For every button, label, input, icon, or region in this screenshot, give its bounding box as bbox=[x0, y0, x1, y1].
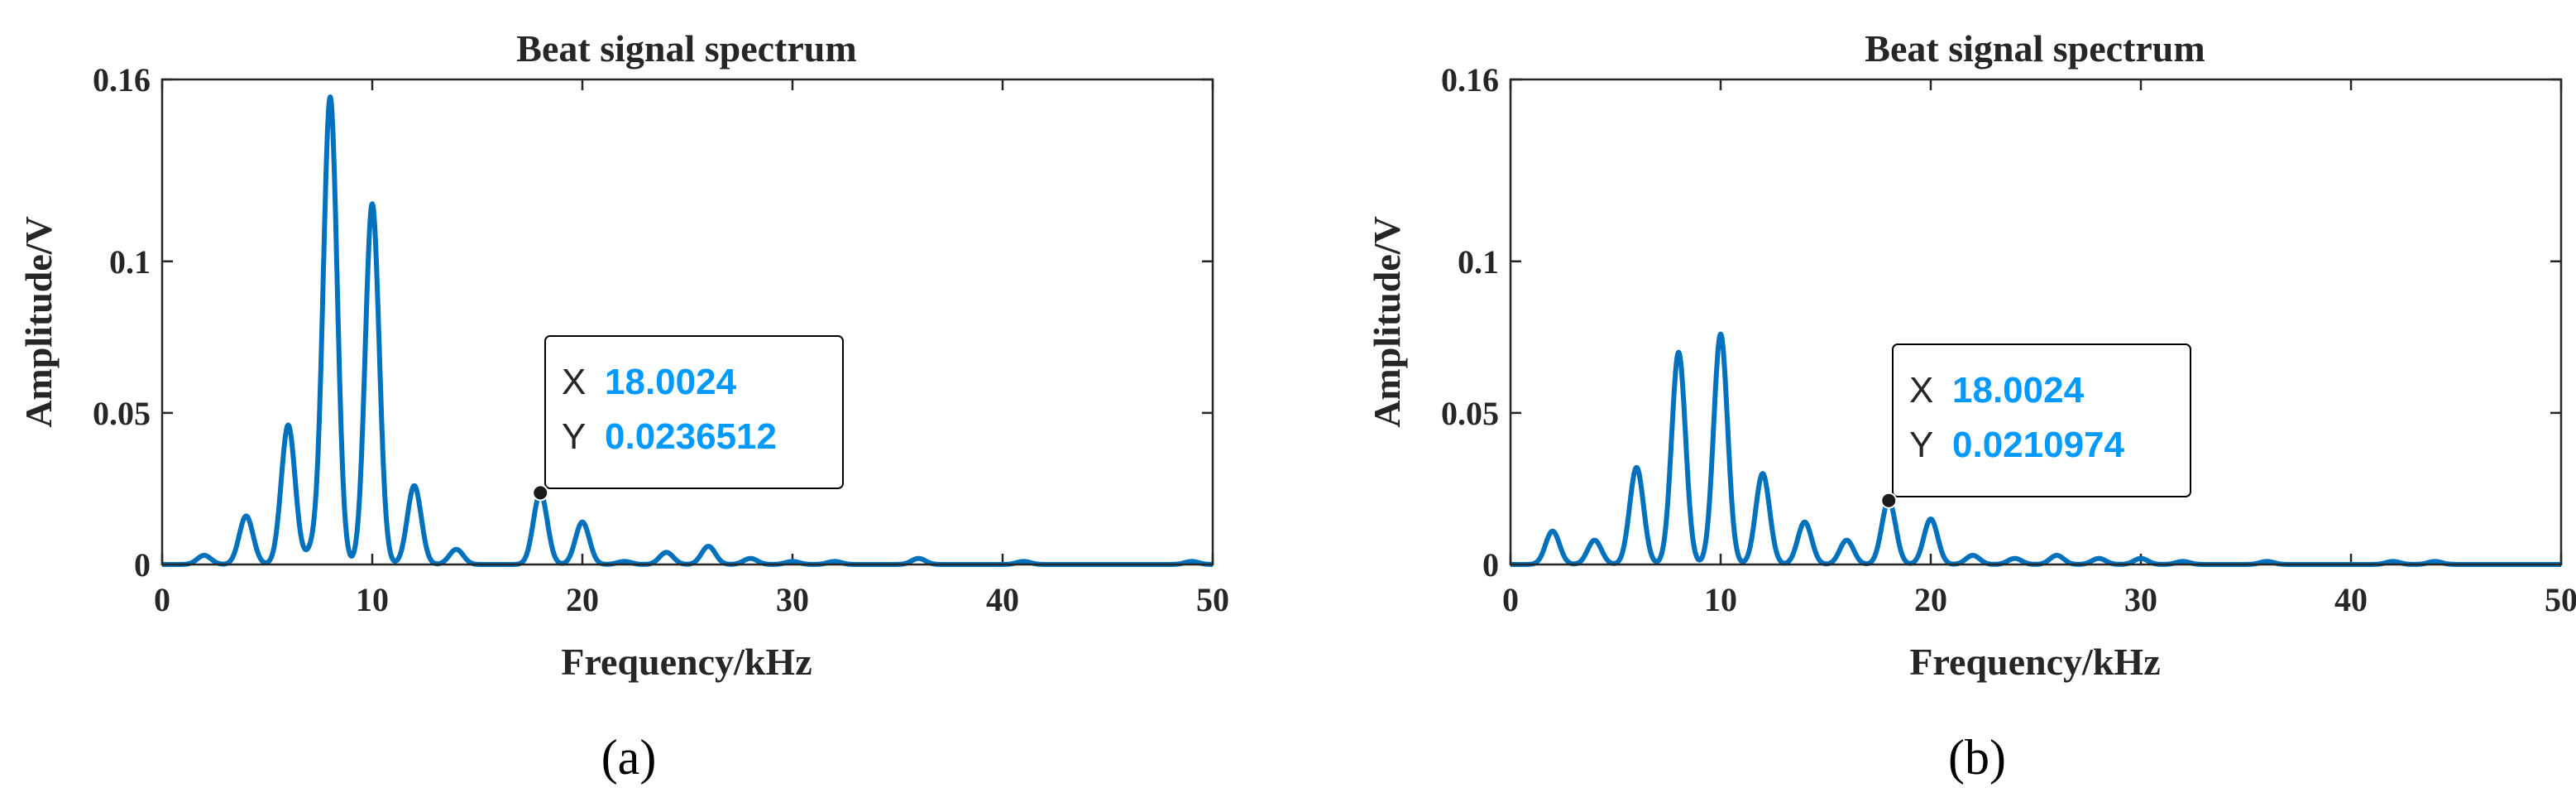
data-tip-box bbox=[544, 335, 844, 489]
data-tip-x-key: X bbox=[1909, 370, 1933, 411]
spectrum-line-group bbox=[160, 94, 1215, 567]
tick-marks bbox=[160, 78, 1214, 566]
y-tick-label: 0.16 bbox=[1441, 61, 1499, 98]
chart-title: Beat signal spectrum bbox=[1865, 27, 2205, 70]
x-tick-labels: 0 10 20 30 40 50 bbox=[154, 581, 1229, 618]
y-tick-labels: 0 0.05 0.1 0.16 bbox=[1441, 61, 1499, 584]
y-tick-labels: 0 0.05 0.1 0.16 bbox=[93, 61, 151, 584]
panel-label: (b) bbox=[1948, 730, 2006, 785]
chart-panel-a: Beat signal spectrum 0 0.05 0.1 0.16 0 10 20 3… bbox=[17, 27, 1229, 785]
data-tip-marker[interactable] bbox=[532, 484, 549, 502]
y-tick-label: 0.16 bbox=[93, 61, 151, 98]
y-tick-label: 0.05 bbox=[93, 395, 151, 432]
panel-label: (a) bbox=[601, 730, 657, 785]
data-tip-x-value: 18.0024 bbox=[1952, 370, 2085, 411]
data-tip-box bbox=[1892, 343, 2191, 497]
y-tick-label: 0.1 bbox=[109, 243, 151, 281]
y-axis-label: Amplitude/V bbox=[1366, 216, 1408, 428]
x-tick-labels: 0 10 20 30 40 50 bbox=[1502, 581, 2576, 618]
chart-title: Beat signal spectrum bbox=[516, 27, 856, 70]
data-tip[interactable]: X 18.0024 Y 0.0236512 bbox=[532, 335, 844, 502]
x-tick-label: 10 bbox=[1704, 581, 1737, 618]
y-tick-label: 0.05 bbox=[1441, 395, 1499, 432]
x-axis-label: Frequency/kHz bbox=[561, 641, 812, 683]
y-tick-label: 0 bbox=[134, 546, 151, 584]
x-tick-label: 0 bbox=[154, 581, 170, 618]
axes-frame bbox=[1509, 78, 2563, 566]
x-tick-label: 20 bbox=[566, 581, 599, 618]
data-tip-marker[interactable] bbox=[1880, 492, 1898, 509]
data-tip-y-value: 0.0210974 bbox=[1952, 425, 2125, 465]
data-tip[interactable]: X 18.0024 Y 0.0210974 bbox=[1880, 343, 2191, 509]
axes-frame bbox=[160, 78, 1214, 566]
y-tick-label: 0.1 bbox=[1458, 243, 1499, 281]
x-tick-label: 0 bbox=[1502, 581, 1519, 618]
x-tick-label: 30 bbox=[2124, 581, 2157, 618]
x-tick-label: 40 bbox=[986, 581, 1019, 618]
y-axis-label: Amplitude/V bbox=[17, 216, 60, 428]
data-tip-y-value: 0.0236512 bbox=[605, 416, 777, 457]
x-tick-label: 50 bbox=[2545, 581, 2576, 618]
spectrum-line bbox=[160, 94, 1215, 567]
x-tick-label: 10 bbox=[356, 581, 389, 618]
data-tip-x-key: X bbox=[562, 362, 586, 402]
x-tick-label: 30 bbox=[776, 581, 809, 618]
x-tick-label: 50 bbox=[1196, 581, 1229, 618]
chart-panel-b: Beat signal spectrum 0 0.05 0.1 0.16 0 10 20 3… bbox=[1366, 27, 2576, 785]
data-tip-y-key: Y bbox=[1909, 425, 1933, 465]
x-tick-label: 20 bbox=[1914, 581, 1947, 618]
x-axis-label: Frequency/kHz bbox=[1909, 641, 2160, 683]
x-tick-label: 40 bbox=[2334, 581, 2368, 618]
data-tip-y-key: Y bbox=[562, 416, 586, 457]
data-tip-x-value: 18.0024 bbox=[605, 362, 737, 402]
y-tick-label: 0 bbox=[1482, 546, 1499, 584]
